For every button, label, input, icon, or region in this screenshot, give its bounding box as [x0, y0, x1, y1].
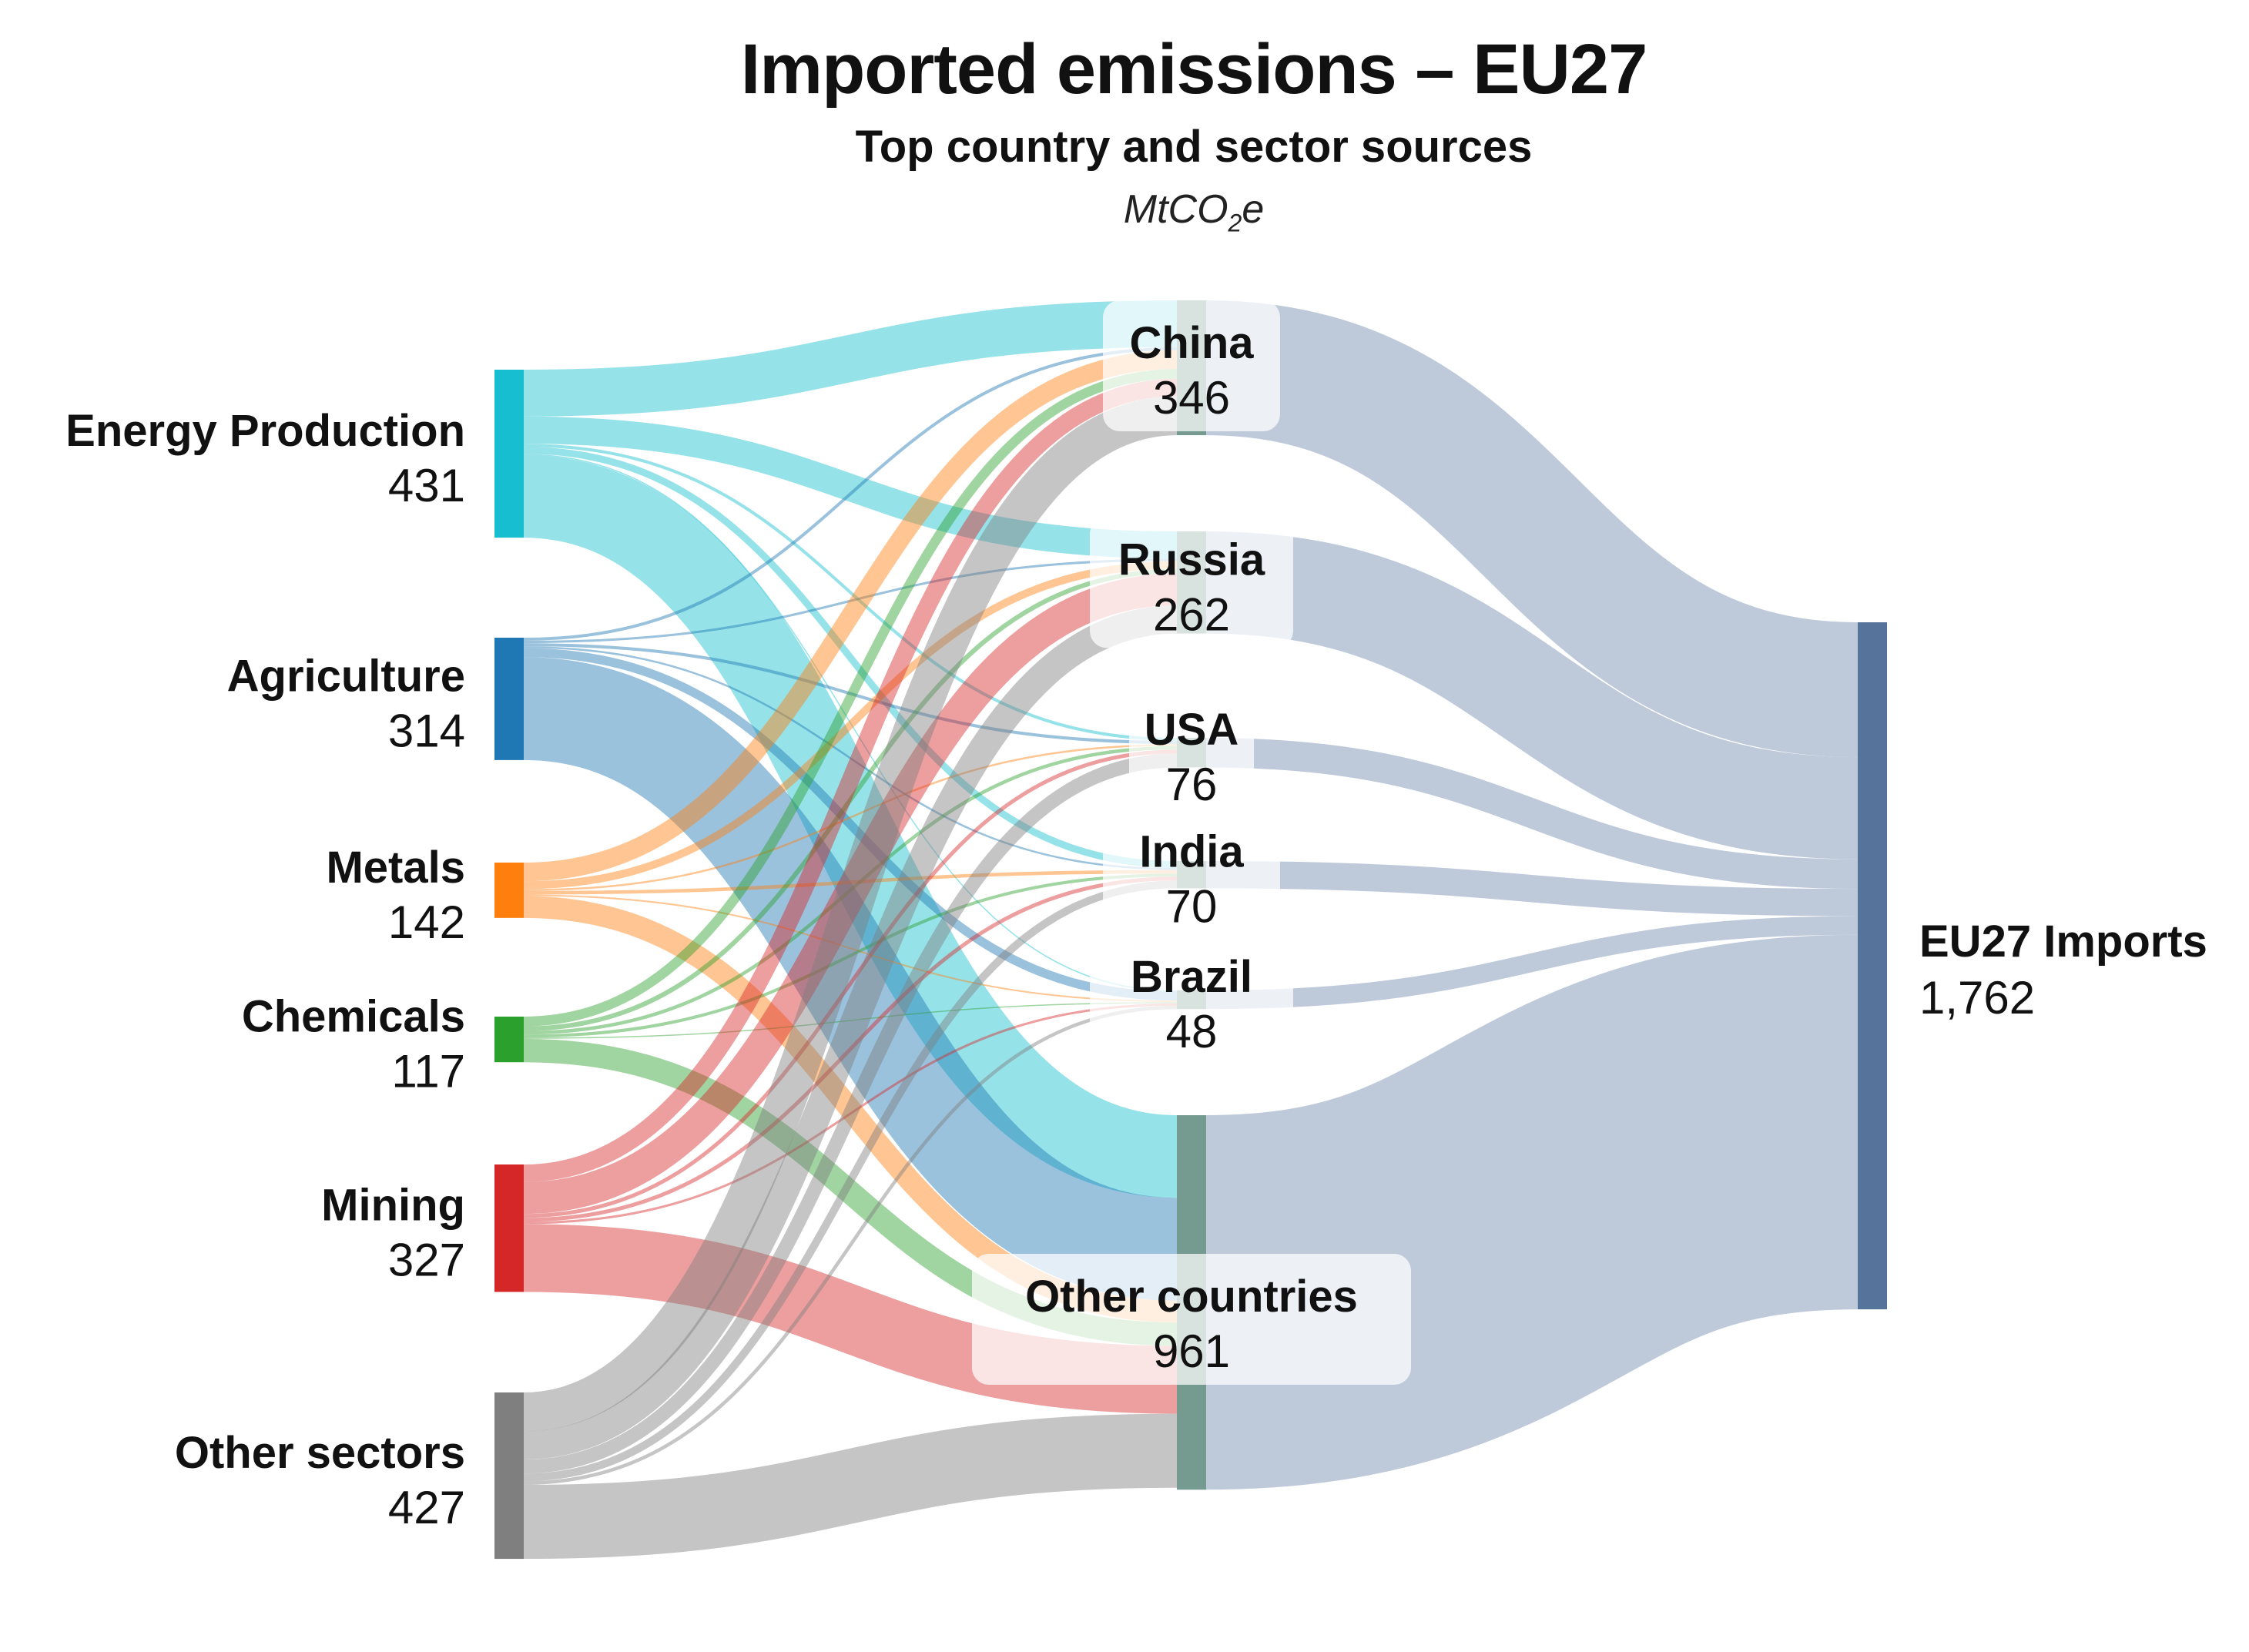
node-mining: [494, 1164, 524, 1292]
label-other-countries: Other countries: [1025, 1272, 1358, 1322]
chart-title: Imported emissions – EU27: [740, 30, 1648, 109]
node-energy-production: [494, 370, 524, 538]
link-brazil-to-eu27: [1205, 916, 1859, 1010]
label-chemicals: Chemicals: [242, 992, 465, 1042]
node-other-sectors: [494, 1392, 524, 1560]
label-usa: USA: [1145, 705, 1238, 755]
link-chemicals-to-usa: [523, 746, 1178, 1035]
sector-country-links: [522, 300, 1178, 1560]
link-china-to-eu27: [1205, 300, 1859, 758]
link-mining-to-china: [523, 378, 1178, 1182]
label-box-india: [1103, 809, 1280, 940]
link-agriculture-to-usa: [523, 643, 1178, 745]
label-russia: Russia: [1118, 534, 1265, 585]
link-chemicals-to-china: [523, 369, 1178, 1027]
link-energy-production-to-brazil: [523, 454, 1178, 992]
link-other-sectors-to-brazil: [523, 1005, 1178, 1485]
label-energy-production: Energy Production: [65, 406, 465, 456]
label-metals: Metals: [326, 843, 465, 893]
node-chemicals: [494, 1017, 524, 1063]
value-chemicals: 117: [391, 1046, 465, 1097]
chart-subtitle: Top country and sector sources: [855, 122, 1533, 173]
value-metals: 142: [388, 896, 465, 948]
value-other-sectors: 427: [388, 1482, 465, 1533]
link-agriculture-to-russia: [523, 558, 1178, 644]
unit-main: MtCO: [1123, 187, 1228, 233]
link-metals-to-russia: [523, 561, 1178, 890]
label-other-sectors: Other sectors: [175, 1428, 465, 1478]
node-eu27-imports: [1858, 622, 1887, 1310]
value-eu27-imports: 1,762: [1919, 972, 2035, 1024]
node-metals: [494, 863, 524, 918]
link-other-sectors-to-russia: [523, 605, 1178, 1460]
link-energy-production-to-usa: [523, 444, 1178, 742]
link-mining-to-usa: [523, 749, 1178, 1218]
link-usa-to-eu27: [1205, 738, 1859, 890]
link-mining-to-india: [523, 876, 1178, 1222]
label-box-china: [1103, 300, 1280, 431]
value-energy-production: 431: [388, 460, 465, 511]
link-metals-to-india: [523, 870, 1178, 895]
label-china: China: [1129, 318, 1254, 368]
link-metals-to-china: [523, 350, 1178, 882]
link-other-sectors-to-india: [523, 880, 1178, 1482]
link-other-sectors-to-other-countries: [523, 1413, 1178, 1560]
value-india: 70: [1166, 881, 1218, 933]
value-brazil: 48: [1166, 1006, 1218, 1057]
unit-tail: e: [1242, 187, 1265, 233]
value-other-countries: 961: [1153, 1325, 1230, 1377]
unit-subscript: 2: [1228, 209, 1242, 237]
link-energy-production-to-india: [523, 447, 1178, 869]
label-brazil: Brazil: [1131, 952, 1252, 1002]
link-agriculture-to-brazil: [523, 648, 1178, 1001]
chart-header: Imported emissions – EU27 Top country an…: [0, 30, 2249, 238]
link-energy-production-to-russia: [523, 416, 1178, 559]
link-metals-to-brazil: [523, 894, 1178, 1003]
label-eu27-imports: EU27 Imports: [1919, 916, 2207, 967]
label-box-other-countries: [972, 1254, 1411, 1385]
value-usa: 76: [1166, 759, 1218, 810]
link-agriculture-to-india: [523, 646, 1178, 870]
label-mining: Mining: [321, 1181, 465, 1231]
link-other-sectors-to-usa: [523, 753, 1178, 1474]
link-chemicals-to-india: [523, 873, 1178, 1038]
country-target-links: [1204, 300, 1860, 1490]
value-russia: 262: [1153, 588, 1230, 640]
link-agriculture-to-other-countries: [522, 657, 1178, 1301]
link-metals-to-usa: [523, 744, 1178, 891]
value-mining: 327: [388, 1235, 465, 1286]
value-china: 346: [1153, 372, 1230, 424]
node-agriculture: [494, 638, 524, 760]
label-box-russia: [1090, 517, 1293, 648]
link-mining-to-brazil: [523, 1003, 1178, 1225]
label-india: India: [1139, 827, 1244, 877]
link-russia-to-eu27: [1205, 531, 1859, 860]
link-energy-production-to-other-countries: [522, 454, 1178, 1198]
label-agriculture: Agriculture: [227, 651, 465, 701]
label-box-brazil: [1090, 934, 1293, 1066]
link-mining-to-russia: [523, 573, 1178, 1215]
link-chemicals-to-brazil: [523, 1002, 1178, 1039]
link-other-sectors-to-china: [523, 396, 1178, 1432]
label-box-usa: [1129, 687, 1254, 819]
chart-unit: MtCO2e: [0, 186, 2249, 237]
link-energy-production-to-china: [523, 300, 1178, 417]
link-agriculture-to-china: [523, 347, 1178, 642]
link-india-to-eu27: [1205, 861, 1859, 916]
value-agriculture: 314: [388, 705, 465, 756]
link-chemicals-to-russia: [523, 568, 1178, 1031]
